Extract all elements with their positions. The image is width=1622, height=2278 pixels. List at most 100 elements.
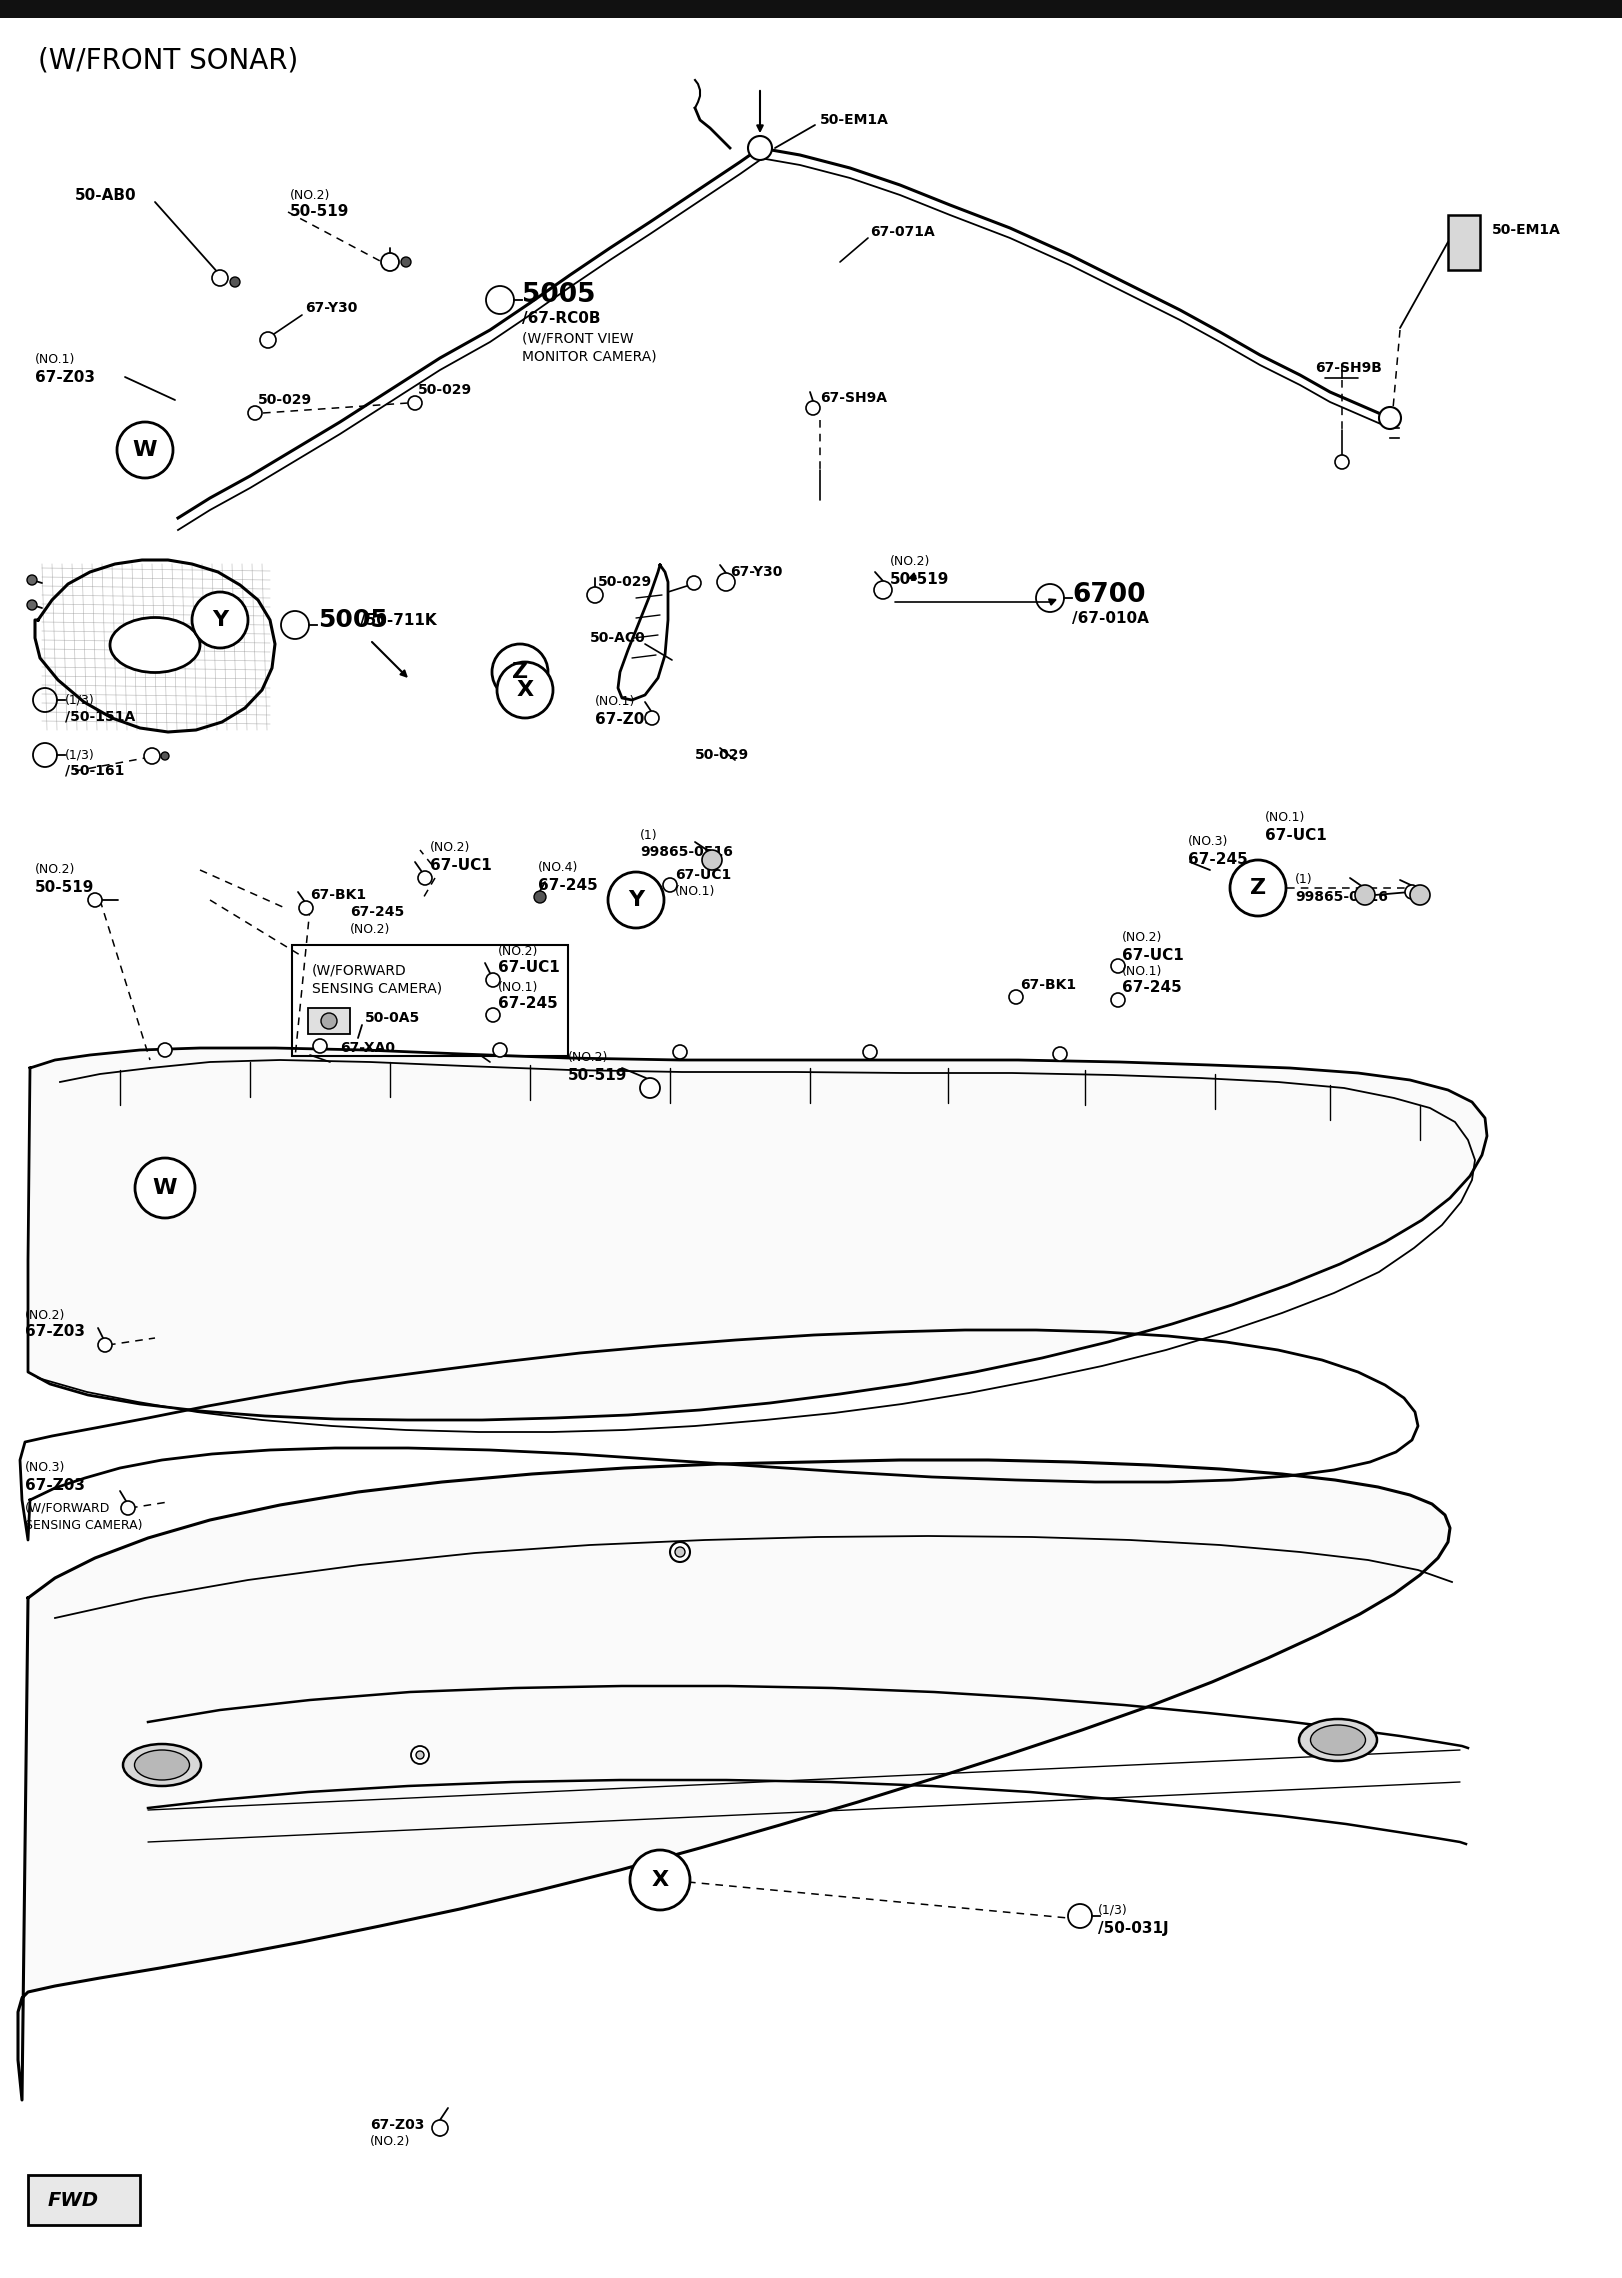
Circle shape bbox=[487, 1007, 500, 1023]
Text: 67-245: 67-245 bbox=[1122, 980, 1182, 995]
Text: (NO.2): (NO.2) bbox=[498, 945, 539, 959]
Text: 67-245: 67-245 bbox=[539, 877, 599, 893]
Circle shape bbox=[298, 902, 313, 916]
Circle shape bbox=[157, 1043, 172, 1057]
Circle shape bbox=[1111, 993, 1126, 1007]
Text: 5005: 5005 bbox=[318, 608, 388, 631]
Text: /67-RC0B: /67-RC0B bbox=[522, 310, 600, 326]
Text: (W/FRONT SONAR): (W/FRONT SONAR) bbox=[37, 46, 298, 73]
Ellipse shape bbox=[110, 617, 200, 672]
Text: /50-711K: /50-711K bbox=[360, 613, 436, 626]
Text: 67-245: 67-245 bbox=[350, 904, 404, 918]
Circle shape bbox=[534, 891, 547, 902]
Text: 99865-0516: 99865-0516 bbox=[641, 845, 733, 859]
Bar bbox=[28, 2175, 139, 2226]
Circle shape bbox=[230, 278, 240, 287]
Text: 67-Z03: 67-Z03 bbox=[24, 1324, 84, 1339]
Text: (NO.2): (NO.2) bbox=[890, 556, 931, 570]
Text: SENSING CAMERA): SENSING CAMERA) bbox=[311, 982, 443, 995]
Text: FWD: FWD bbox=[49, 2191, 99, 2210]
Text: /50-161: /50-161 bbox=[65, 763, 125, 779]
Circle shape bbox=[1053, 1048, 1067, 1062]
Circle shape bbox=[212, 271, 229, 287]
Text: 67-SH9A: 67-SH9A bbox=[821, 392, 887, 405]
Text: 50-519: 50-519 bbox=[890, 572, 949, 585]
Circle shape bbox=[1405, 884, 1419, 900]
Text: 50-029: 50-029 bbox=[418, 383, 472, 396]
Text: /67-010A: /67-010A bbox=[1072, 611, 1148, 626]
Text: 50-519: 50-519 bbox=[568, 1068, 628, 1082]
Text: (NO.2): (NO.2) bbox=[370, 2134, 410, 2148]
Text: (NO.3): (NO.3) bbox=[24, 1462, 65, 1474]
Text: 6700: 6700 bbox=[1072, 581, 1145, 608]
Text: Y: Y bbox=[212, 611, 229, 631]
Text: (NO.3): (NO.3) bbox=[1187, 836, 1228, 847]
Text: (NO.2): (NO.2) bbox=[290, 189, 331, 200]
Text: 50-AB0: 50-AB0 bbox=[75, 187, 136, 203]
Text: 50-029: 50-029 bbox=[258, 394, 311, 408]
Circle shape bbox=[688, 576, 701, 590]
Circle shape bbox=[629, 1850, 689, 1909]
Circle shape bbox=[487, 973, 500, 986]
Text: Y: Y bbox=[628, 891, 644, 909]
Text: (NO.1): (NO.1) bbox=[675, 886, 715, 898]
Text: MONITOR CAMERA): MONITOR CAMERA) bbox=[522, 349, 657, 362]
Circle shape bbox=[409, 396, 422, 410]
Text: 67-071A: 67-071A bbox=[869, 226, 934, 239]
Text: X: X bbox=[652, 1870, 668, 1891]
Text: 50-519: 50-519 bbox=[290, 205, 349, 219]
Text: 67-Z03: 67-Z03 bbox=[595, 711, 655, 727]
Text: SENSING CAMERA): SENSING CAMERA) bbox=[24, 1519, 143, 1531]
Text: (NO.2): (NO.2) bbox=[24, 1308, 65, 1321]
Text: 50-519: 50-519 bbox=[36, 879, 94, 895]
Circle shape bbox=[646, 711, 659, 724]
Circle shape bbox=[191, 592, 248, 647]
Text: 67-Z03: 67-Z03 bbox=[24, 1478, 84, 1492]
Text: (NO.2): (NO.2) bbox=[350, 923, 391, 936]
Circle shape bbox=[491, 645, 548, 699]
Circle shape bbox=[1379, 408, 1401, 428]
Circle shape bbox=[717, 574, 735, 590]
Circle shape bbox=[1009, 991, 1023, 1005]
Text: (W/FORWARD: (W/FORWARD bbox=[24, 1501, 110, 1515]
Circle shape bbox=[641, 1077, 660, 1098]
Circle shape bbox=[28, 574, 37, 585]
Circle shape bbox=[663, 877, 676, 893]
Circle shape bbox=[702, 850, 722, 870]
Circle shape bbox=[493, 1043, 508, 1057]
Text: 50-029: 50-029 bbox=[599, 574, 652, 590]
Text: 67-SH9B: 67-SH9B bbox=[1315, 360, 1382, 376]
Text: 67-Y30: 67-Y30 bbox=[305, 301, 357, 314]
Circle shape bbox=[863, 1046, 878, 1059]
Circle shape bbox=[1335, 456, 1350, 469]
Text: 67-BK1: 67-BK1 bbox=[310, 888, 367, 902]
Text: 67-245: 67-245 bbox=[1187, 852, 1247, 868]
Text: 50-EM1A: 50-EM1A bbox=[1492, 223, 1560, 237]
Circle shape bbox=[496, 663, 553, 718]
Circle shape bbox=[673, 1046, 688, 1059]
Text: (NO.2): (NO.2) bbox=[568, 1052, 608, 1064]
Circle shape bbox=[122, 1501, 135, 1515]
Text: (1/3): (1/3) bbox=[65, 749, 94, 761]
Text: 50-029: 50-029 bbox=[694, 747, 749, 763]
Circle shape bbox=[1111, 959, 1126, 973]
Ellipse shape bbox=[1299, 1720, 1377, 1761]
Text: (NO.2): (NO.2) bbox=[430, 841, 470, 854]
Text: (1): (1) bbox=[641, 829, 657, 841]
Text: 67-UC1: 67-UC1 bbox=[430, 857, 491, 872]
Circle shape bbox=[88, 893, 102, 907]
Circle shape bbox=[161, 752, 169, 761]
Text: (NO.1): (NO.1) bbox=[1265, 811, 1306, 825]
Text: (W/FRONT VIEW: (W/FRONT VIEW bbox=[522, 330, 634, 344]
Text: (NO.1): (NO.1) bbox=[1122, 966, 1163, 980]
Text: 50-0A5: 50-0A5 bbox=[365, 1011, 420, 1025]
Text: W: W bbox=[133, 440, 157, 460]
Text: 67-XA0: 67-XA0 bbox=[341, 1041, 396, 1055]
Circle shape bbox=[431, 2121, 448, 2137]
Text: (NO.4): (NO.4) bbox=[539, 861, 579, 875]
Ellipse shape bbox=[1311, 1724, 1366, 1754]
Text: (NO.1): (NO.1) bbox=[595, 695, 636, 708]
Circle shape bbox=[415, 1752, 423, 1759]
Circle shape bbox=[410, 1745, 428, 1763]
Text: /50-031J: /50-031J bbox=[1098, 1920, 1168, 1936]
